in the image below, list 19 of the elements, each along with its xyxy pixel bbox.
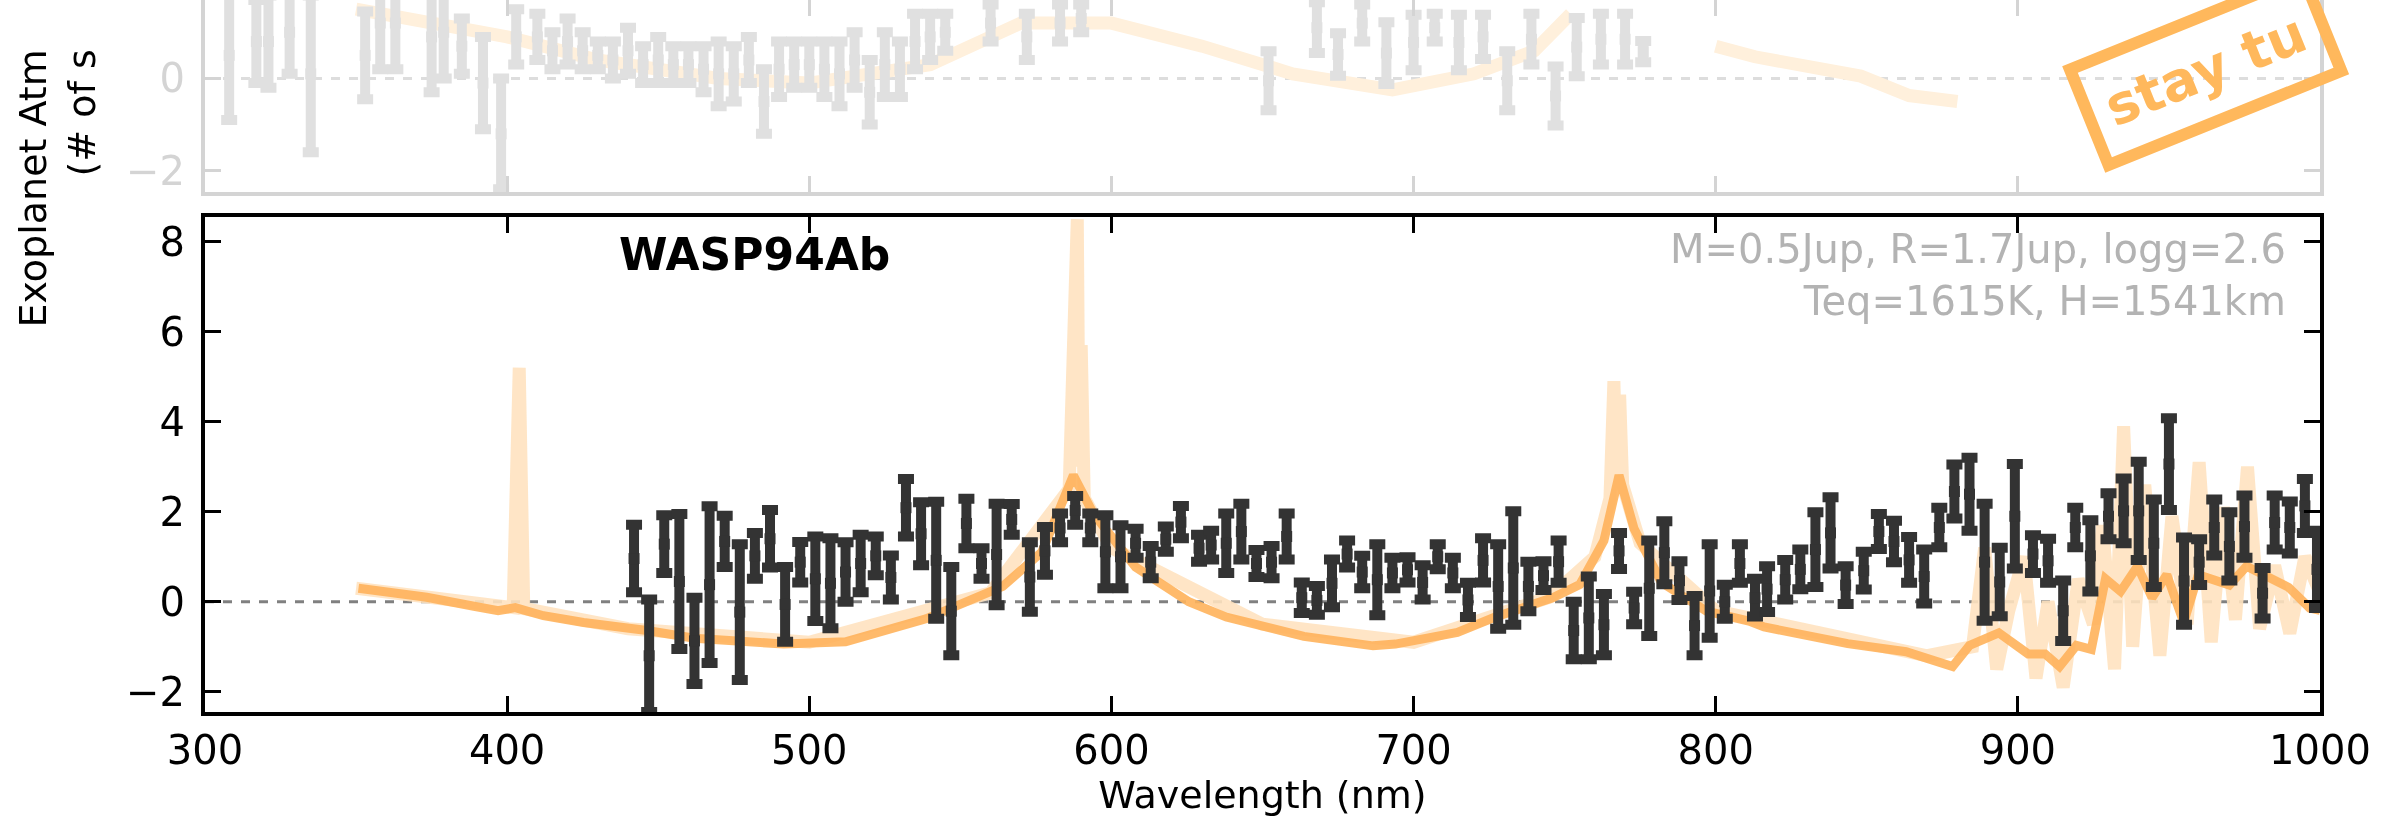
x-tick-label: 400 — [468, 727, 546, 773]
x-tick-label: 300 — [166, 727, 244, 773]
y-axis-title: Exoplanet Atm (# of s — [10, 49, 104, 328]
x-tick-label: 500 — [771, 727, 848, 773]
x-tick-label: 600 — [1073, 727, 1150, 773]
x-tick-label: 1000 — [2269, 727, 2371, 773]
annotation: stay tu — [2096, 1, 2316, 139]
y-tick-label: 6 — [159, 308, 185, 355]
x-tick-label: 900 — [1979, 727, 2057, 773]
y-tick-label: −2 — [126, 668, 185, 715]
y-tick-label: 4 — [159, 398, 185, 445]
x-tick-label: 800 — [1677, 727, 1754, 773]
x-axis-title: Wavelength (nm) — [1098, 773, 1427, 817]
y-tick-label: 2 — [159, 488, 185, 535]
text: M=0.5Jup, R=1.7Jup, logg=2.6 Teq=1615K, H=1541km — [1670, 226, 2286, 324]
x-tick-label: 700 — [1375, 727, 1452, 773]
y-tick-label: 8 — [159, 218, 185, 265]
chart-title: WASP94Ab — [619, 229, 891, 280]
y-tick-label: 0 — [159, 578, 185, 625]
